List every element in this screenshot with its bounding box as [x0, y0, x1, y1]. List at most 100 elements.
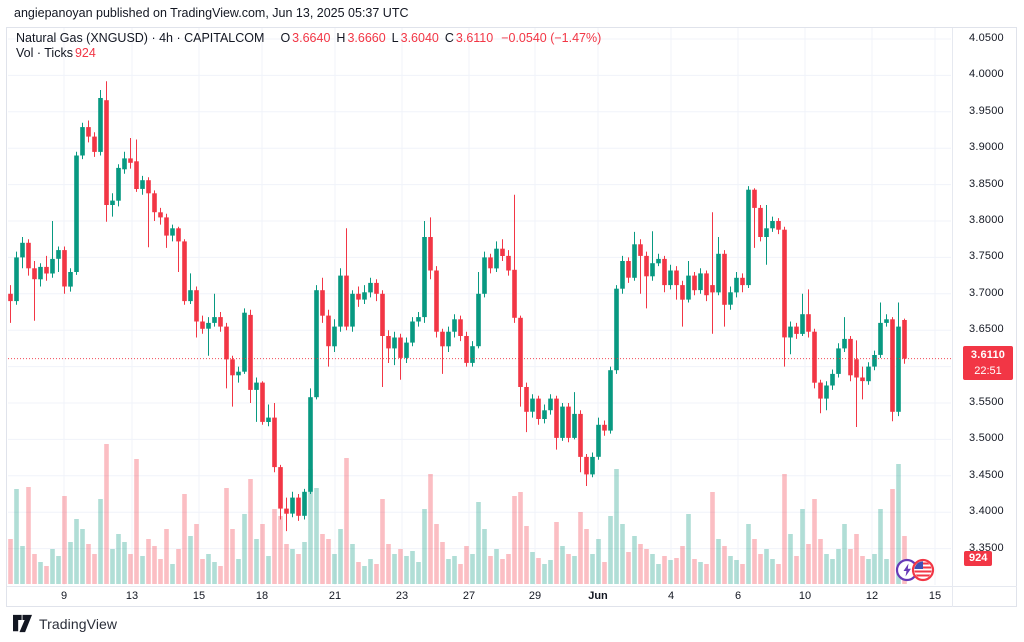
candle-body	[782, 229, 787, 338]
candle-body	[440, 331, 445, 347]
volume-bar	[248, 479, 253, 584]
volume-bar	[368, 559, 373, 584]
volume-bar	[374, 564, 379, 584]
volume-bar	[656, 564, 661, 584]
volume-bar	[434, 524, 439, 584]
volume-bar	[674, 558, 679, 584]
candle-body	[416, 317, 421, 322]
volume-bar	[614, 469, 619, 584]
time-axis[interactable]: 9 13 15 18 21 23 27 29 Jun 4 6 10 12 15	[7, 587, 1017, 607]
volume-bar	[524, 526, 529, 584]
volume-bar	[584, 529, 589, 584]
volume-bar	[182, 494, 187, 584]
candle-body	[266, 417, 271, 422]
volume-bar	[872, 554, 877, 584]
candle-body	[734, 277, 739, 293]
price-axis[interactable]: 4.0500 4.0000 3.9500 3.9000 3.8500 3.8000 3.75…	[953, 28, 1023, 586]
candle-body	[902, 320, 907, 359]
candle-body	[164, 217, 169, 236]
volume-bar	[818, 539, 823, 584]
change-value: −0.0540 (−1.47%)	[501, 31, 602, 45]
volume-bar	[110, 549, 115, 584]
candle-body	[356, 293, 361, 300]
volume-bar	[890, 489, 895, 584]
volume-bar	[764, 549, 769, 584]
tradingview-branding[interactable]: TradingView	[12, 614, 117, 633]
candle-body	[176, 228, 181, 242]
price-axis-label: 3.3500	[969, 541, 1004, 554]
volume-bar	[458, 564, 463, 584]
volume-bar	[806, 544, 811, 584]
volume-bar	[620, 524, 625, 584]
candle-body	[572, 413, 577, 438]
candle-body	[260, 382, 265, 422]
volume-bar	[842, 524, 847, 584]
candle-body	[854, 359, 859, 378]
candle-body	[104, 100, 109, 205]
candle-body	[284, 508, 289, 514]
volume-bar	[332, 554, 337, 584]
volume-bar	[152, 546, 157, 584]
candle-body	[428, 237, 433, 271]
candle-body	[194, 290, 199, 322]
candle-body	[32, 268, 37, 280]
event-icons[interactable]	[893, 556, 939, 584]
volume-bar	[422, 509, 427, 584]
volume-bar	[104, 444, 109, 584]
volume-bar	[44, 566, 49, 584]
candle-body	[314, 290, 319, 398]
volume-bar	[68, 542, 73, 584]
volume-bar	[362, 566, 367, 584]
volume-bar	[506, 554, 511, 584]
time-axis-label: 13	[125, 590, 139, 602]
candle-body	[80, 127, 85, 156]
volume-bar	[476, 502, 481, 584]
candle-body	[206, 322, 211, 329]
time-axis-label: 29	[528, 590, 542, 602]
volume-bar	[740, 564, 745, 584]
candle-body	[434, 270, 439, 332]
candle-body	[776, 221, 781, 230]
candle-body	[398, 337, 403, 358]
candle-body	[812, 331, 817, 383]
volume-bar	[578, 512, 583, 584]
high-label: H	[336, 31, 346, 45]
low-value: 3.6040	[400, 31, 439, 45]
candle-body	[128, 158, 133, 163]
high-value: 3.6660	[347, 31, 386, 45]
price-axis-label: 3.4500	[969, 468, 1004, 481]
candle-body	[608, 370, 613, 431]
volume-bar	[230, 529, 235, 584]
candle-body	[590, 456, 595, 475]
price-axis-label: 3.5500	[969, 396, 1004, 408]
volume-bar	[380, 499, 385, 584]
candle-body	[200, 321, 205, 329]
candle-body	[566, 406, 571, 438]
volume-bar	[716, 539, 721, 584]
volume-bar	[116, 534, 121, 584]
volume-label[interactable]: Vol · Ticks	[16, 46, 73, 60]
candle-body	[866, 366, 871, 382]
candle-body	[560, 406, 565, 438]
volume-bar	[146, 539, 151, 584]
volume-bar	[206, 554, 211, 584]
volume-bar	[236, 559, 241, 584]
price-axis-label: 3.7000	[969, 286, 1004, 299]
last-price-value: 3.6110	[970, 348, 1006, 361]
candle-body	[686, 275, 691, 300]
volume-bar	[728, 556, 733, 584]
volume-bar	[800, 509, 805, 584]
candle-body	[302, 491, 307, 516]
symbol-title[interactable]: Natural Gas (XNGUSD) · 4h · CAPITALCOM	[16, 31, 265, 45]
candle-body	[140, 180, 145, 189]
candle-body	[650, 263, 655, 277]
candle-body	[728, 292, 733, 305]
candle-body	[788, 326, 793, 338]
candle-body	[512, 269, 517, 318]
candle-body	[338, 275, 343, 327]
candle-body	[404, 342, 409, 358]
volume-bar	[290, 549, 295, 584]
us-flag-icon	[914, 561, 932, 577]
candle-body	[596, 424, 601, 457]
